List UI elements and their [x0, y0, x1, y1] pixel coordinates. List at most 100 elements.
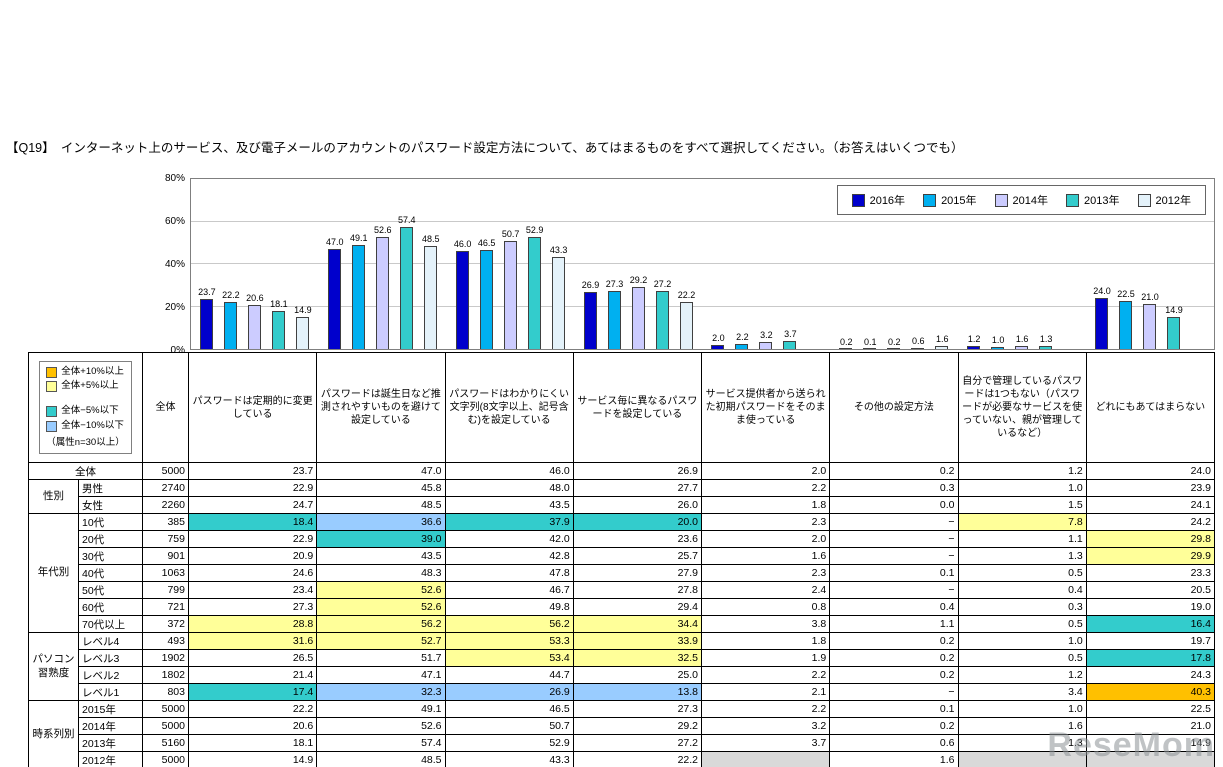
- bar-value-label: 50.7: [501, 229, 520, 240]
- value-cell: 53.3: [444, 632, 574, 650]
- value-cell: 29.2: [572, 717, 703, 735]
- bar-slot: 23.7: [195, 179, 219, 349]
- value-cell: 2.1: [700, 683, 831, 701]
- bar-2015年: [735, 344, 749, 349]
- bar-group-8: 24.0 22.5 21.0 14.9: [1086, 179, 1214, 349]
- chart-bars: 23.7 22.2 20.6 18.1 14.9 47.0 49.1 52.6 57.4 48.5…: [191, 179, 1214, 349]
- bar-2015年: [223, 301, 237, 349]
- bar-slot: 20.6: [243, 179, 267, 349]
- bar-2015年: [863, 348, 877, 349]
- n-cell: 721: [142, 598, 189, 616]
- legend-label: 2013年: [1084, 195, 1120, 207]
- value-cell: 25.7: [572, 547, 703, 565]
- bar-value-label: 43.3: [549, 245, 568, 255]
- table-row-30代: 30代 901 20.9 43.5 42.8 25.7 1.6−1.3 29.9: [29, 547, 1216, 565]
- table-row-女性: 女性 2260 24.7 48.5 43.5 26.0 1.8 0.0 1.5 24.1: [29, 496, 1216, 514]
- value-cell: 26.9: [572, 462, 703, 480]
- table-row-2015年: 時系列別 2015年 5000 22.2 49.1 46.5 27.3 2.2 0.1 1.0 22…: [28, 700, 1216, 767]
- value-cell: 44.7: [444, 666, 574, 684]
- value-cell: 7.8: [957, 513, 1087, 531]
- bar-slot: 50.7: [499, 179, 523, 349]
- bar-slot: 3.2: [754, 179, 778, 349]
- value-cell: 27.9: [572, 564, 703, 582]
- value-cell: 46.7: [444, 581, 574, 599]
- value-cell: 2.2: [700, 479, 831, 497]
- bar-slot: 52.6: [371, 179, 395, 349]
- legend-label: 2014年: [1012, 195, 1049, 207]
- value-cell: 36.6: [316, 513, 446, 531]
- value-cell: 1.6: [957, 717, 1087, 735]
- value-cell: 0.1: [829, 564, 959, 582]
- bar-slot: 52.9: [523, 179, 547, 349]
- bar-slot: 1.6: [930, 179, 954, 349]
- bar-value-label: 52.6: [374, 225, 392, 236]
- chart-legend: 2016年 2015年 2014年 2013年 2012年: [836, 185, 1206, 215]
- bar-slot: 14.9: [1162, 179, 1186, 349]
- value-cell: 24.0: [1085, 462, 1216, 480]
- value-cell: −: [829, 547, 959, 565]
- value-cell: 1.6: [700, 547, 831, 565]
- value-cell: 37.9: [444, 513, 574, 531]
- value-cell: 3.8: [700, 615, 831, 633]
- value-cell: 0.8: [700, 598, 831, 616]
- value-cell: 47.0: [316, 462, 446, 480]
- bar-2013年: [527, 236, 541, 349]
- value-cell: 23.9: [1085, 479, 1216, 497]
- value-cell: 29.8: [1085, 530, 1216, 548]
- value-cell: 48.5: [316, 496, 446, 514]
- value-cell: 0.5: [957, 649, 1087, 667]
- n-cell: 5160: [142, 734, 189, 752]
- bar-slot: 21.0: [1138, 179, 1162, 349]
- value-cell: 16.4: [1085, 615, 1216, 633]
- value-cell: 20.0: [572, 513, 703, 531]
- legend-swatch: [1137, 193, 1151, 207]
- value-cell: 31.6: [187, 632, 318, 650]
- row-label: 2014年: [78, 717, 143, 735]
- table-row-2013年: 2013年 5160 18.1 57.4 52.9 27.2 3.7 0.6 1.3 14.9: [29, 734, 1216, 752]
- column-header-option-2: パスワードは誕生日など推測されやすいものを避けて設定している: [316, 352, 446, 463]
- bar-group-4: 26.9 27.3 29.2 27.2 22.2: [575, 179, 703, 349]
- value-cell: 20.9: [187, 547, 318, 565]
- n-cell: 1063: [142, 564, 189, 582]
- row-label-overall: 全体: [28, 462, 143, 480]
- value-cell: 22.2: [572, 751, 703, 767]
- bar-value-label: 1.3: [1039, 334, 1053, 345]
- value-cell: 1.0: [957, 700, 1087, 718]
- value-cell: 23.3: [1085, 564, 1216, 582]
- value-cell: 49.8: [444, 598, 574, 616]
- chart-plot: 23.7 22.2 20.6 18.1 14.9 47.0 49.1 52.6 57.4 48.5…: [190, 178, 1215, 350]
- bar-2016年: [583, 291, 597, 349]
- bar-value-label: 23.7: [198, 286, 216, 297]
- row-group-label: 時系列別: [28, 700, 79, 767]
- row-label: 30代: [78, 547, 143, 565]
- bar-2014年: [375, 237, 389, 349]
- value-cell: 49.1: [316, 700, 446, 718]
- bar-value-label: 27.2: [653, 279, 672, 290]
- gridline: [191, 263, 1214, 264]
- legend-label: 2012年: [1155, 195, 1191, 207]
- n-cell: 493: [142, 632, 189, 650]
- value-cell: 0.5: [957, 564, 1087, 582]
- bar-2013年: [1167, 317, 1181, 349]
- color-legend-label: 全体+10%以上: [61, 365, 124, 377]
- bar-slot: [802, 179, 826, 349]
- value-cell: 1.1: [957, 530, 1087, 548]
- n-cell: 5000: [142, 751, 189, 767]
- value-cell: 27.2: [572, 734, 703, 752]
- bar-slot: 0.6: [906, 179, 930, 349]
- value-cell: 17.4: [187, 683, 318, 701]
- value-cell: 0.2: [829, 666, 959, 684]
- column-header-option-6: その他の設定方法: [829, 352, 959, 463]
- value-cell: 0.0: [829, 496, 959, 514]
- bar-value-label: 29.2: [629, 274, 648, 285]
- bar-value-label: 1.6: [1015, 333, 1029, 344]
- value-cell: 28.8: [187, 615, 318, 633]
- color-legend-note: （属性n=30以上）: [46, 436, 125, 448]
- bar-2015年: [479, 250, 493, 349]
- bar-value-label: 22.2: [677, 289, 696, 300]
- bar-slot: 2.2: [730, 179, 754, 349]
- value-cell: 1.0: [957, 479, 1087, 497]
- table-row-70代以上: 70代以上 372 28.8 56.2 56.2 34.4 3.8 1.1 0.5 16.4: [29, 615, 1216, 633]
- bar-2013年: [271, 310, 285, 349]
- bar-value-label: 1.0: [991, 334, 1005, 345]
